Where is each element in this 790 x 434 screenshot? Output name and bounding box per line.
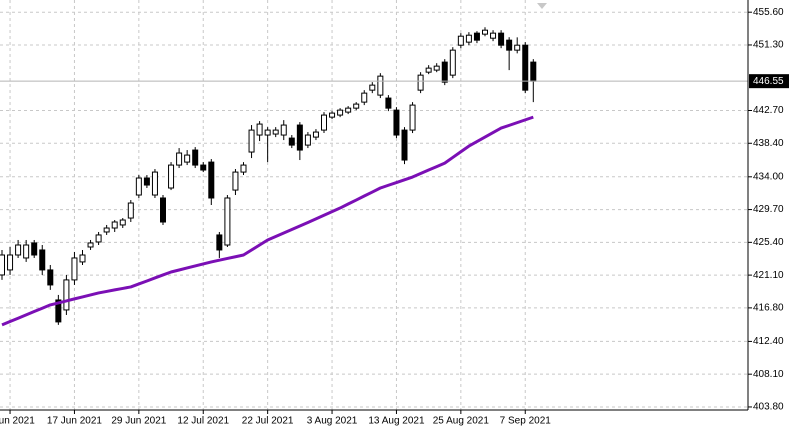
candle-body xyxy=(0,254,5,276)
candle-body xyxy=(337,109,344,116)
candle-body xyxy=(192,149,199,166)
y-tick-label: 438.40 xyxy=(753,138,784,149)
candle-body xyxy=(135,177,142,196)
candle-body xyxy=(200,164,207,171)
y-tick-label: 408.10 xyxy=(753,369,784,380)
candle-body xyxy=(482,29,488,35)
candle-body xyxy=(232,171,239,191)
x-tick-label: 29 Jun 2021 xyxy=(111,416,166,427)
x-tick-label: 25 Aug 2021 xyxy=(433,416,490,427)
candle-body xyxy=(425,67,432,73)
candle-body xyxy=(377,75,384,96)
candle-body xyxy=(272,129,279,135)
grid xyxy=(0,0,748,410)
candle-body xyxy=(401,129,408,161)
candle-body xyxy=(409,104,416,131)
candle-body xyxy=(119,219,126,226)
candle-body xyxy=(248,129,255,153)
x-tick-label: 22 Jul 2021 xyxy=(242,416,294,427)
candle-body xyxy=(296,124,303,151)
candle-body xyxy=(433,65,440,71)
candle-body xyxy=(208,161,215,199)
x-tick-label: 17 Jun 2021 xyxy=(47,416,102,427)
candle-body xyxy=(264,129,271,136)
candle-body xyxy=(216,234,223,251)
candle-body xyxy=(490,32,497,39)
candle-body xyxy=(417,74,424,91)
candle-body xyxy=(321,114,327,131)
candle-body xyxy=(55,299,62,323)
candle-body xyxy=(353,103,360,109)
candle-body xyxy=(71,257,78,281)
candle-body xyxy=(312,131,319,138)
candle-body xyxy=(31,242,38,256)
candle-body xyxy=(23,244,30,259)
candle-body xyxy=(143,177,150,186)
candle-body xyxy=(369,84,376,91)
y-tick-label: 425.40 xyxy=(753,237,784,248)
candle-body xyxy=(530,61,537,82)
candle-body xyxy=(457,35,464,46)
y-tick-label: 421.10 xyxy=(753,270,784,281)
candle-body xyxy=(7,254,14,271)
candle-body xyxy=(184,154,191,163)
plot-area xyxy=(0,27,748,327)
candle-body xyxy=(465,34,472,43)
candle-body xyxy=(280,124,287,136)
candle-body xyxy=(506,39,513,51)
candle-body xyxy=(79,254,86,263)
candle-body xyxy=(103,227,110,233)
candle-body xyxy=(473,32,480,41)
candle-body xyxy=(168,164,175,189)
x-tick-label: 7 Jun 2021 xyxy=(0,416,35,427)
y-tick-label: 455.60 xyxy=(753,7,784,18)
candle-body xyxy=(39,249,46,271)
y-tick-label: 412.40 xyxy=(753,336,784,347)
x-tick-label: 12 Jul 2021 xyxy=(177,416,229,427)
axis-labels: 455.60 451.30 442.70 438.40 434.00 429.70 425.… xyxy=(0,7,789,427)
candle-body xyxy=(329,112,336,118)
candle-body xyxy=(47,269,54,286)
candle-body xyxy=(224,197,231,246)
x-tick-label: 7 Sep 2021 xyxy=(500,416,552,427)
y-tick-label: 403.80 xyxy=(753,402,784,413)
candle-body xyxy=(385,97,392,109)
candle-body xyxy=(522,44,529,91)
candle-body xyxy=(256,123,263,136)
shift-marker xyxy=(537,3,547,9)
candle-body xyxy=(127,202,134,219)
candle-body xyxy=(441,61,448,83)
x-tick-label: 3 Aug 2021 xyxy=(307,416,358,427)
candle-body xyxy=(63,279,70,311)
price-label: 446.55 xyxy=(753,76,784,87)
moving-average xyxy=(1,115,534,327)
candle-body xyxy=(87,242,94,248)
candle-body xyxy=(95,234,102,243)
y-tick-label: 416.80 xyxy=(753,303,784,314)
y-tick-label: 442.70 xyxy=(753,105,784,116)
candle-body xyxy=(151,171,158,196)
candle-body xyxy=(393,109,400,136)
candle-body xyxy=(304,134,311,146)
candle-body xyxy=(15,244,22,256)
price-label-bg xyxy=(749,74,789,89)
candle-body xyxy=(498,32,505,46)
candle-body xyxy=(176,152,183,166)
candle-body xyxy=(345,107,352,113)
x-tick-label: 13 Aug 2021 xyxy=(368,416,425,427)
candle-body xyxy=(514,44,521,51)
y-tick-label: 451.30 xyxy=(753,40,784,51)
candle-body xyxy=(160,197,166,223)
candle-body xyxy=(361,92,368,103)
y-tick-label: 429.70 xyxy=(753,204,784,215)
candle-body xyxy=(288,137,295,146)
candle-body xyxy=(449,49,456,76)
y-tick-label: 434.00 xyxy=(753,171,784,182)
candle-body xyxy=(111,221,118,229)
candle-body xyxy=(240,164,247,173)
